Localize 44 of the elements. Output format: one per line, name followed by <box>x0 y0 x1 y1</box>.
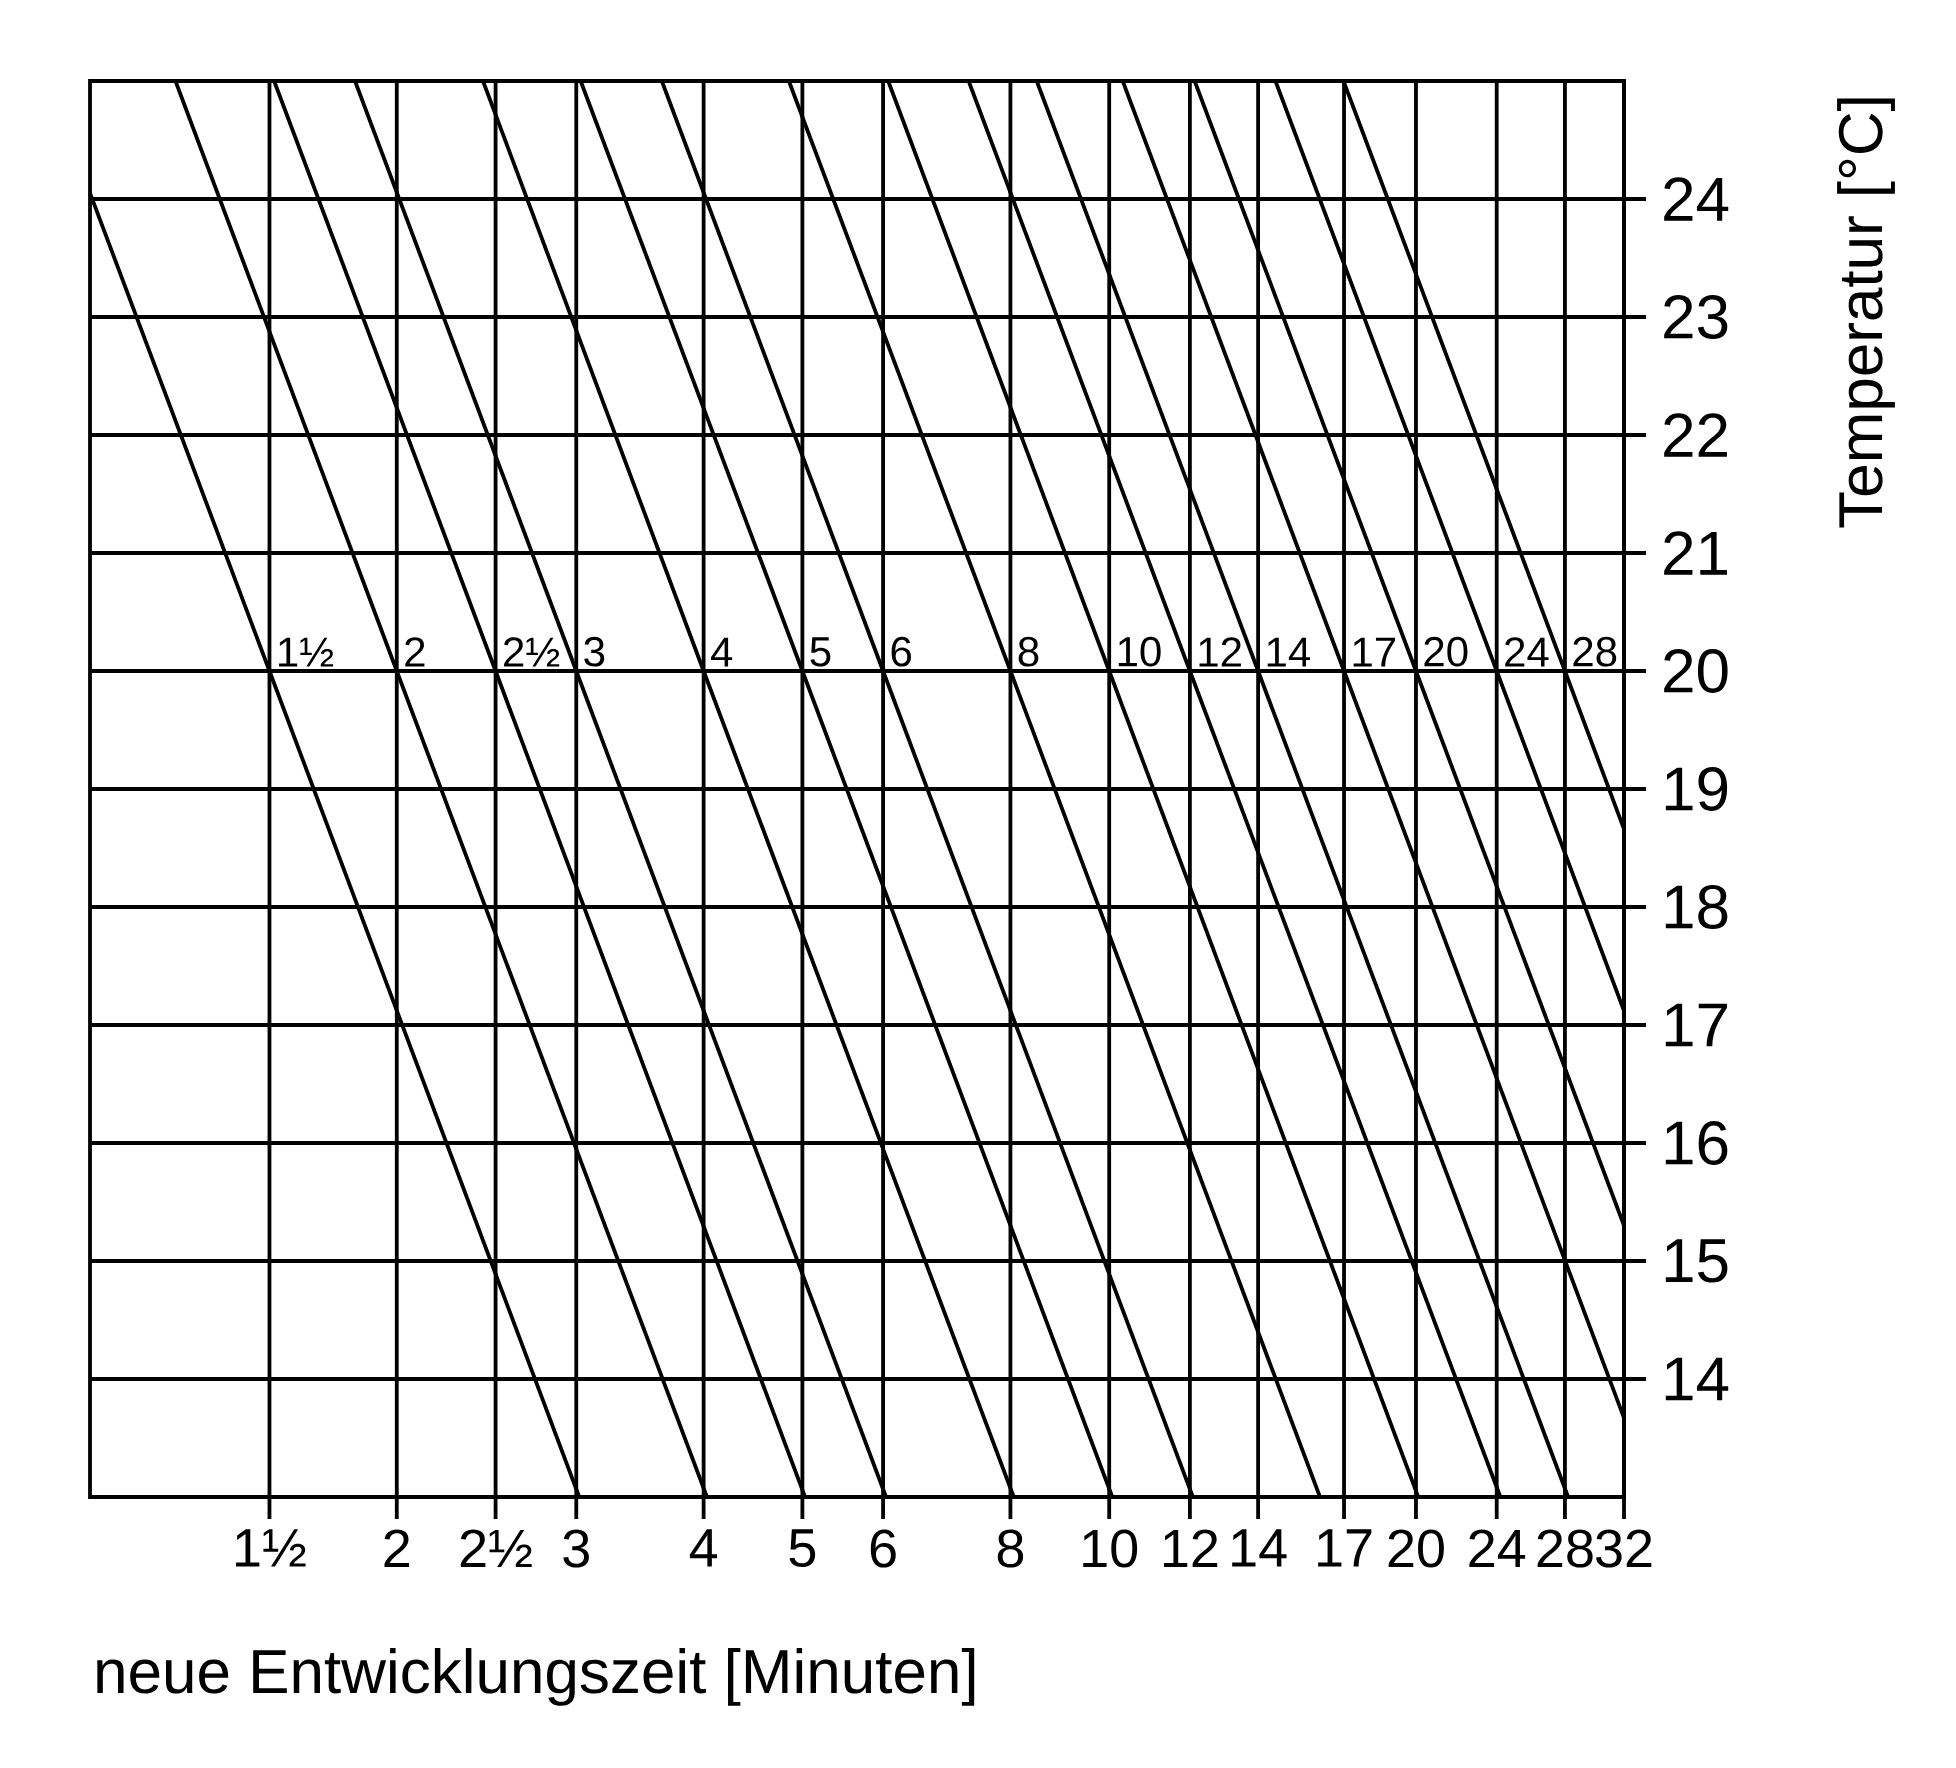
y-tick-label: 24 <box>1664 177 1729 221</box>
series-label: 12 <box>1199 637 1241 667</box>
y-tick-label: 16 <box>1665 1121 1728 1165</box>
x-tick-label: 28 <box>1537 1529 1593 1568</box>
series-label: 10 <box>1118 636 1161 667</box>
x-tick-label: 6 <box>870 1529 896 1568</box>
legend-label: 24 <box>1505 637 1549 667</box>
x-tick-label: 2 <box>384 1529 410 1568</box>
y-tick-label: 17 <box>1665 1003 1727 1047</box>
series-label: 14 <box>1267 637 1310 667</box>
x-tick-label: 32 <box>1596 1529 1652 1568</box>
x-tick-label: 4 <box>689 1529 718 1567</box>
y-tick-label: 14 <box>1665 1357 1729 1401</box>
series-label: 17 <box>1353 637 1396 667</box>
y-tick-label: 19 <box>1665 767 1728 811</box>
y-tick-label: 18 <box>1665 885 1728 929</box>
y-tick-label: 23 <box>1664 295 1728 339</box>
x-tick-label: 14 <box>1232 1529 1287 1567</box>
x-tick-label: 5 <box>789 1529 816 1568</box>
series-label: 1½ <box>279 637 334 667</box>
x-axis-title: neue Entwicklungszeit [Minuten] <box>97 1648 975 1706</box>
x-tick-label: 20 <box>1388 1529 1444 1568</box>
series-label: 8 <box>1018 636 1039 667</box>
x-tick-label: 12 <box>1163 1529 1218 1568</box>
series-label: 2 <box>405 637 425 667</box>
x-tick-label: 2½ <box>460 1529 532 1568</box>
x-tick-label: 1½ <box>236 1529 306 1567</box>
series-label: 3 <box>584 636 605 667</box>
series-label: 20 <box>1424 636 1468 667</box>
series-label: 2½ <box>504 637 560 667</box>
x-tick-label: 8 <box>997 1529 1024 1568</box>
y-tick-label: 15 <box>1665 1239 1728 1283</box>
x-tick-label: 17 <box>1318 1529 1372 1567</box>
series-label: 6 <box>891 636 911 667</box>
series-label: 28 <box>1573 636 1617 667</box>
x-tick-label: 10 <box>1083 1529 1138 1568</box>
series-label: 4 <box>710 637 733 667</box>
y-tick-label: 20 <box>1664 649 1728 693</box>
x-tick-label: 24 <box>1469 1529 1526 1568</box>
y-tick-label: 22 <box>1664 413 1727 457</box>
x-tick-label: 3 <box>563 1529 589 1568</box>
y-tick-label: 21 <box>1664 531 1727 575</box>
y-axis-title: Temperatur [°C] <box>1837 98 1895 528</box>
series-label: 5 <box>810 637 831 667</box>
